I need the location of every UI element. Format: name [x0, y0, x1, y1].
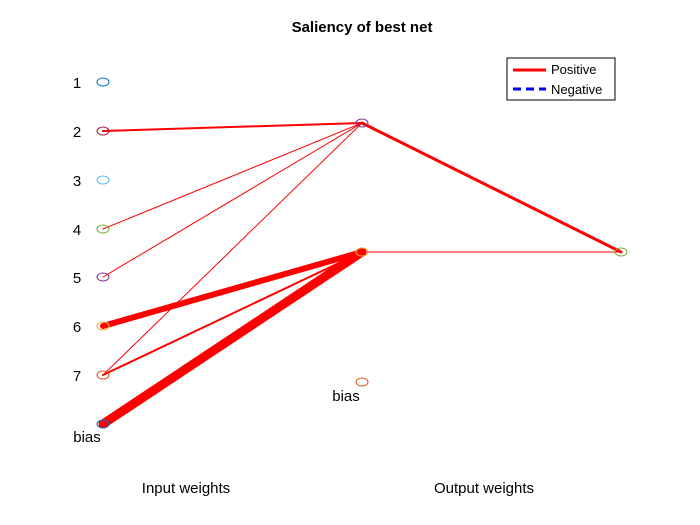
input-node-label-6: 6 — [73, 319, 81, 336]
input-node-label-bias: bias — [73, 429, 101, 446]
input-edge-4 — [100, 249, 365, 329]
edge-layer — [98, 121, 623, 429]
output-node-0 — [614, 247, 628, 257]
input-node-label-2: 2 — [73, 124, 81, 141]
hidden-node-0 — [355, 118, 369, 128]
input-node-label-5: 5 — [73, 270, 81, 287]
input-node-label-7: 7 — [73, 368, 81, 385]
hidden-node-label-bias: bias — [332, 388, 360, 405]
label-layer: 1 2 3 4 5 6 7 bias bias — [73, 75, 360, 446]
legend: Positive Negative — [506, 57, 616, 101]
legend-box — [506, 57, 616, 101]
hidden-node-2 — [355, 377, 369, 387]
input-edge-2 — [102, 122, 363, 278]
input-edge-1 — [102, 122, 363, 230]
input-node-4 — [96, 224, 110, 234]
input-edge-3 — [102, 122, 363, 376]
output-weights-label: Output weights — [434, 480, 534, 497]
input-node-3 — [96, 175, 110, 185]
input-node-5 — [96, 272, 110, 282]
input-node-1 — [96, 77, 110, 87]
input-node-7 — [96, 370, 110, 380]
input-edge-6 — [98, 247, 367, 429]
output-edge-0 — [360, 121, 623, 254]
input-node-label-3: 3 — [73, 173, 81, 190]
node-layer — [96, 77, 628, 429]
input-edge-0 — [102, 122, 363, 132]
input-node-bias — [96, 419, 110, 429]
input-node-6 — [96, 321, 110, 331]
input-node-label-1: 1 — [73, 75, 81, 92]
input-node-label-4: 4 — [73, 222, 81, 239]
legend-positive-label: Positive — [551, 62, 597, 77]
input-node-2 — [96, 126, 110, 136]
hidden-node-1 — [355, 247, 369, 257]
figure-title: Saliency of best net — [292, 19, 433, 36]
input-edge-5 — [102, 251, 363, 376]
legend-negative-label: Negative — [551, 82, 602, 97]
input-weights-label: Input weights — [142, 480, 230, 497]
